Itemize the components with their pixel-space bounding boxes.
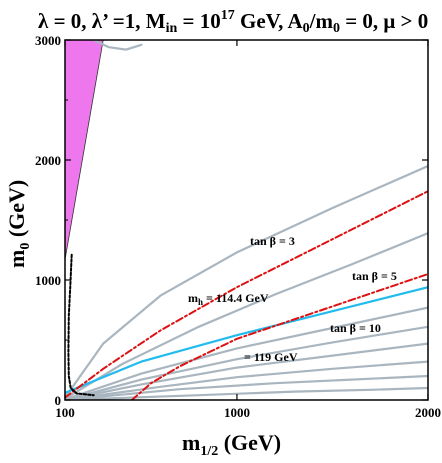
- series-line-gray-7: [65, 386, 428, 400]
- plot-clip-group: [65, 40, 428, 400]
- axes: 100 1000 2000 0 1000 2000 3000: [35, 33, 441, 420]
- y-tick-label: 0: [55, 393, 62, 408]
- plot-area: [65, 40, 428, 400]
- series-line-red-10: [130, 273, 428, 400]
- series-line-cyan-11: [65, 286, 428, 394]
- y-tick-label: 2000: [35, 153, 61, 168]
- series-line-gray-0: [65, 164, 428, 399]
- series-line-dotted-12: [67, 253, 95, 397]
- y-tick-label: 1000: [35, 273, 61, 288]
- series-line-gray-8: [92, 40, 143, 51]
- x-tick-label: 2000: [415, 405, 441, 420]
- y-tick-label: 3000: [35, 33, 61, 48]
- annotation-tan-beta-10: tan β = 10: [330, 321, 381, 335]
- series-line-gray-4: [65, 342, 428, 400]
- x-tick-label: 100: [55, 405, 75, 420]
- excluded-region: [65, 40, 104, 260]
- series-line-red-9: [65, 190, 428, 399]
- x-tick-label: 1000: [224, 405, 250, 420]
- annotation-tan-beta-5: tan β = 5: [352, 269, 397, 283]
- annotation-tan-beta-3: tan β = 3: [250, 234, 295, 248]
- y-axis-title: m0 (GeV): [4, 180, 33, 268]
- annotation-mh-114: mh = 114.4 GeV: [188, 291, 269, 307]
- annotations: tan β = 3 tan β = 5 tan β = 10 mh = 114.…: [188, 234, 397, 364]
- series-line-gray-3: [65, 325, 428, 400]
- series-line-gray-2: [65, 306, 428, 400]
- series-line-gray-5: [65, 360, 428, 400]
- chart-title: λ = 0, λ’ =1, Min = 1017 GeV, A0/m0 = 0,…: [38, 8, 428, 36]
- series-line-gray-1: [65, 232, 428, 400]
- x-axis-title: m1/2 (GeV): [182, 430, 281, 459]
- annotation-mh-119: = 119 GeV: [244, 350, 298, 364]
